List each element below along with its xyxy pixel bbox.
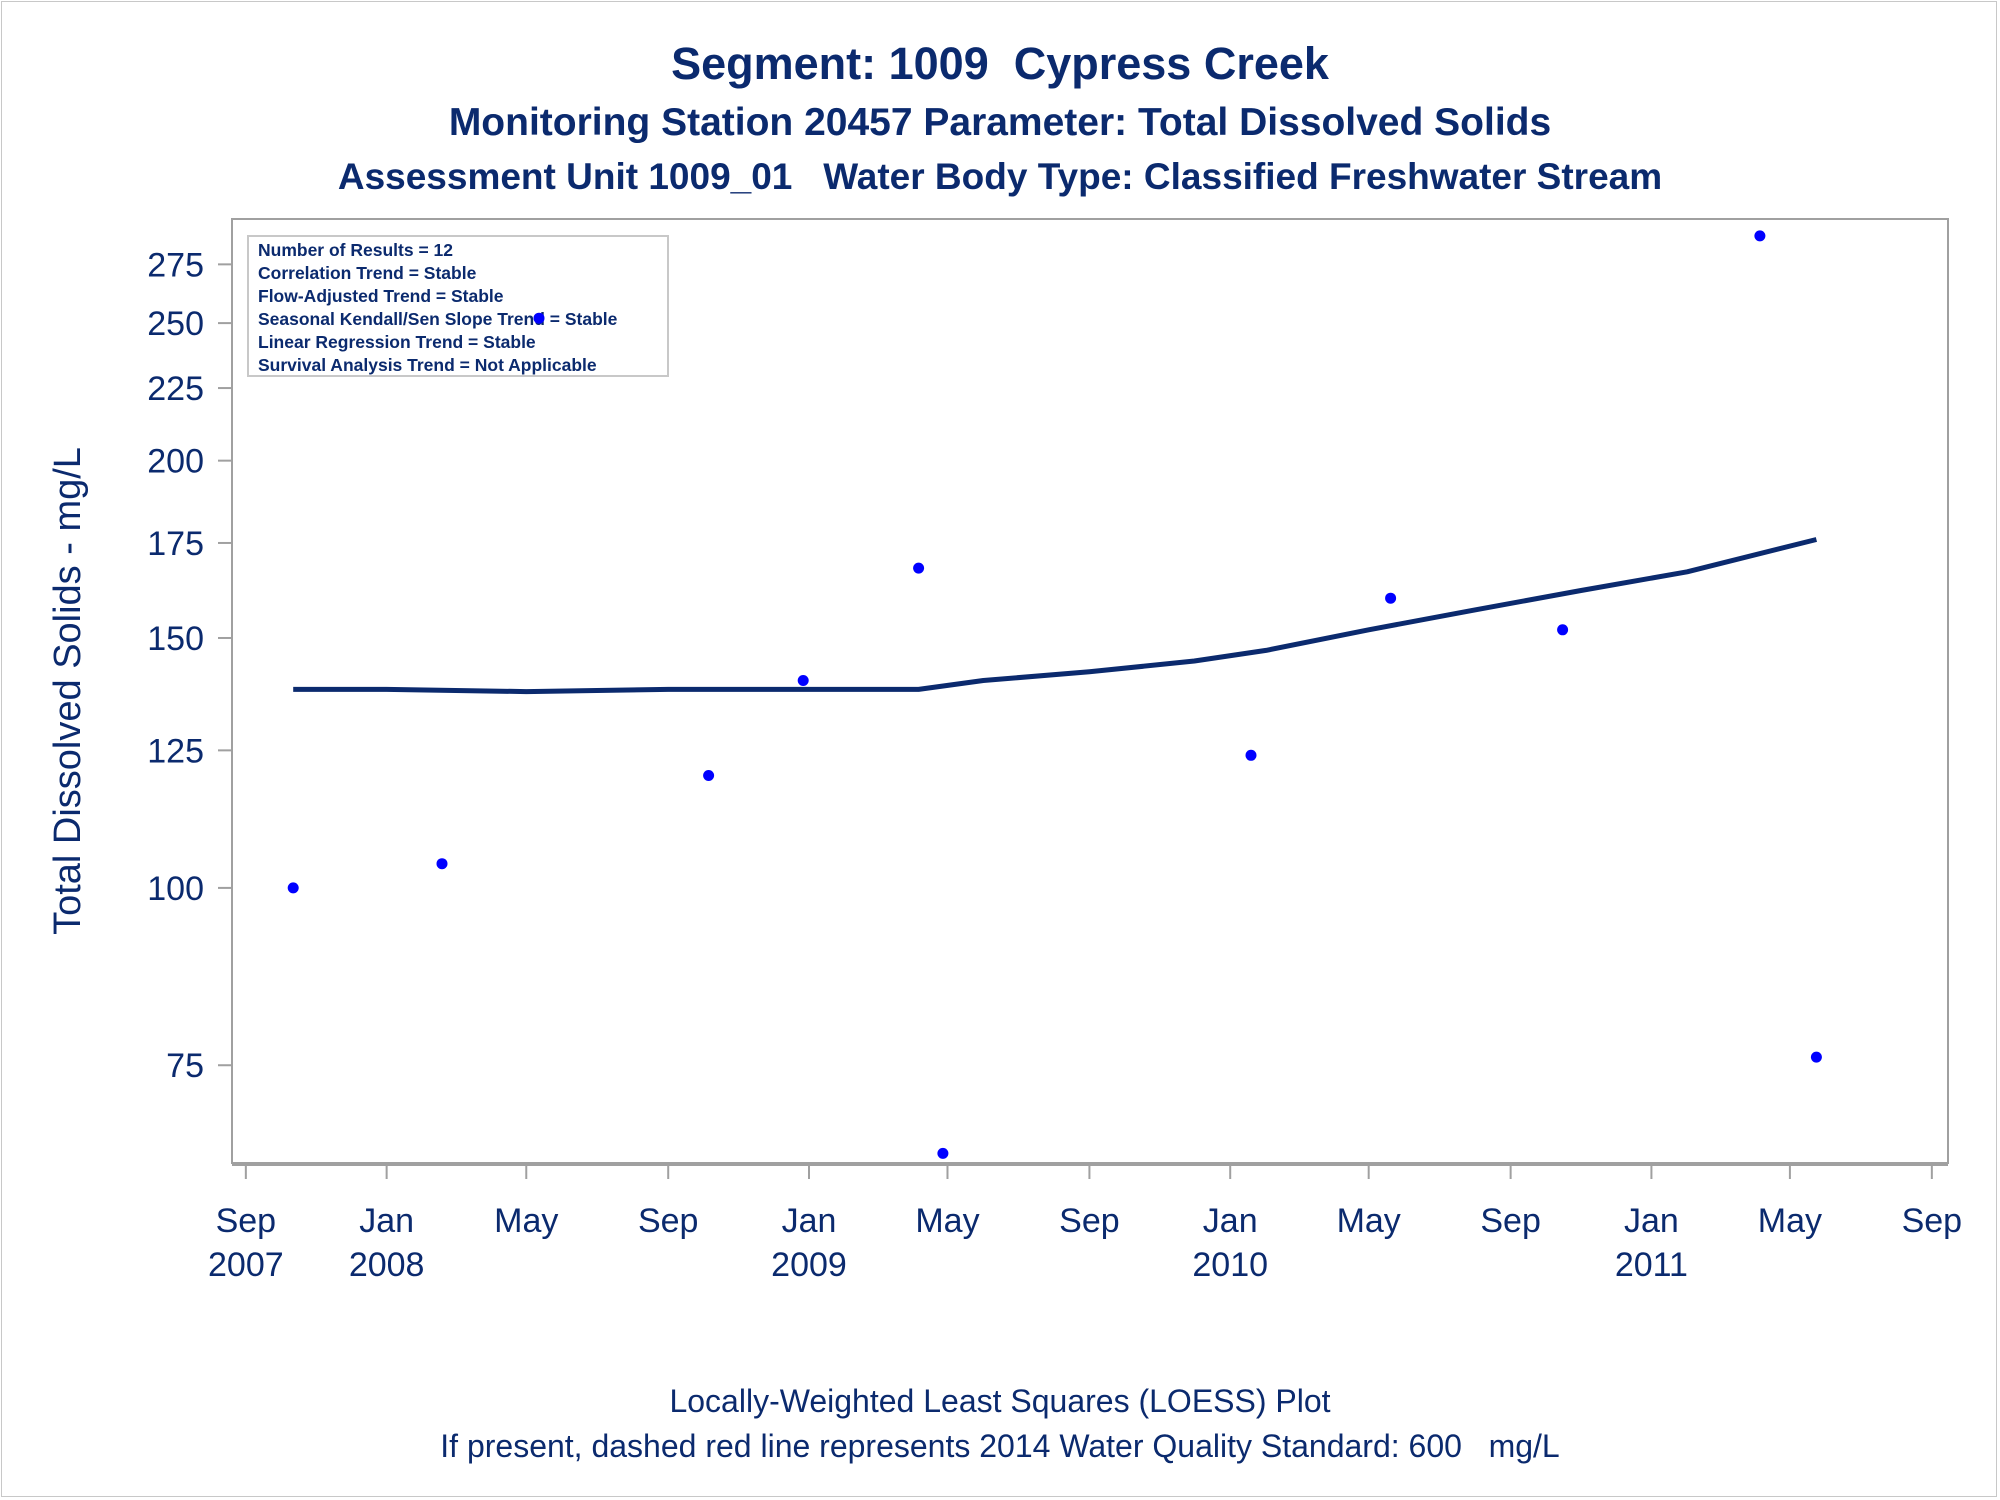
x-axis: Sep 2007 Jan 2008 May Sep Jan 2009 May Sep Jan 2010…	[208, 1164, 1963, 1284]
x-tick-month: Sep	[1480, 1202, 1541, 1240]
y-tick-label: 225	[147, 370, 204, 408]
y-tick-label: 200	[147, 443, 204, 481]
data-point	[287, 882, 299, 894]
stats-line: Correlation Trend = Stable	[258, 263, 477, 283]
x-tick-year: 2011	[1615, 1246, 1688, 1284]
x-tick-year: 2010	[1192, 1246, 1268, 1284]
x-tick-month: Sep	[638, 1202, 699, 1240]
x-tick-month: Sep	[216, 1202, 277, 1240]
stats-line: Flow-Adjusted Trend = Stable	[258, 286, 504, 306]
plot-area	[231, 218, 1949, 1164]
data-point	[1245, 749, 1257, 761]
data-point	[703, 770, 715, 781]
data-point	[436, 858, 448, 870]
x-tick-month: May	[494, 1202, 558, 1240]
x-tick-month: May	[1337, 1202, 1401, 1240]
data-point	[533, 312, 545, 324]
data-point	[1385, 592, 1397, 604]
footnote-standard: If present, dashed red line represents 2…	[440, 1428, 1560, 1464]
x-tick-year: 2009	[771, 1246, 847, 1284]
stats-box: Number of Results = 12 Correlation Trend …	[247, 235, 669, 377]
stats-box-border	[247, 235, 669, 377]
y-axis: 75 100 125 150 175 200 225 250 275	[147, 246, 232, 1085]
chart-subtitle: Monitoring Station 20457 Parameter: Tota…	[448, 101, 1552, 144]
stats-line: Number of Results = 12	[258, 240, 453, 260]
y-tick-label: 150	[147, 620, 204, 658]
chart-title: Segment: 1009 Cypress Creek	[671, 38, 1329, 89]
y-tick-label: 100	[147, 870, 204, 908]
data-point	[1557, 624, 1569, 636]
x-tick-year: 2007	[208, 1246, 284, 1284]
x-tick-month: Jan	[359, 1202, 414, 1240]
y-tick-label: 75	[166, 1047, 204, 1085]
y-tick-label: 275	[147, 246, 204, 284]
x-tick-month: Jan	[782, 1202, 837, 1240]
x-tick-month: Sep	[1059, 1202, 1120, 1240]
y-tick-label: 175	[147, 525, 204, 563]
x-tick-month: Jan	[1624, 1202, 1679, 1240]
stats-line: Linear Regression Trend = Stable	[258, 332, 536, 352]
x-tick-month: May	[1758, 1202, 1822, 1240]
y-axis-label: Total Dissolved Solids - mg/L	[47, 447, 89, 935]
y-tick-label: 250	[147, 305, 204, 343]
x-tick-month: Jan	[1203, 1202, 1258, 1240]
data-point	[937, 1147, 949, 1159]
data-point	[797, 675, 809, 686]
loess-layer	[293, 537, 1818, 695]
x-tick-month: May	[915, 1202, 979, 1240]
y-tick-label: 125	[147, 732, 204, 770]
data-point	[1754, 230, 1766, 242]
footnote-method: Locally-Weighted Least Squares (LOESS) P…	[669, 1383, 1331, 1419]
chart-subtitle-2: Assessment Unit 1009_01 Water Body Type:…	[337, 156, 1663, 197]
loess-line	[293, 537, 1818, 695]
data-point	[913, 562, 925, 574]
x-tick-year: 2008	[349, 1246, 425, 1284]
data-point	[1810, 1051, 1822, 1063]
points-layer	[287, 230, 1822, 1159]
stats-line: Survival Analysis Trend = Not Applicable	[258, 355, 597, 375]
x-tick-month: Sep	[1902, 1202, 1963, 1240]
stats-line: Seasonal Kendall/Sen Slope Trend = Stabl…	[258, 309, 618, 329]
